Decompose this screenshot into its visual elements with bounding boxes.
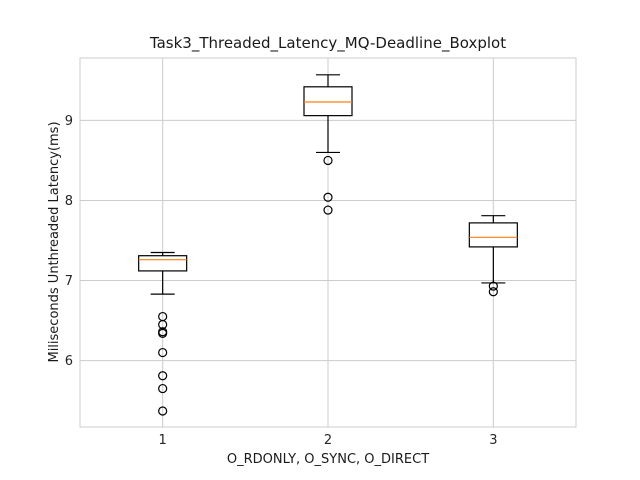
x-tick-label: 1	[159, 433, 167, 448]
y-tick-label: 8	[65, 194, 73, 209]
outlier-point	[158, 328, 168, 338]
y-axis-label: Miliseconds Unthreaded Latency(ms)	[47, 121, 62, 362]
x-tick-label: 3	[489, 433, 497, 448]
box-group-2	[303, 74, 353, 215]
y-tick-label: 9	[65, 114, 73, 129]
outlier-point	[323, 155, 333, 166]
box-group-1	[138, 251, 188, 416]
outlier-point	[158, 371, 168, 381]
box-marks	[138, 74, 518, 416]
iqr-box	[303, 86, 353, 117]
x-axis-label: O_RDONLY, O_SYNC, O_DIRECT	[227, 452, 429, 467]
tick-labels: 6 7 8 9 1 2 3	[65, 114, 498, 448]
outlier-point	[323, 192, 333, 202]
y-tick-label: 7	[65, 274, 73, 289]
iqr-box	[138, 255, 188, 272]
outlier-point	[158, 406, 168, 416]
x-tick-label: 2	[324, 433, 332, 448]
plot-frame	[79, 57, 577, 428]
outlier-point	[488, 287, 498, 297]
outlier-point	[158, 319, 168, 330]
iqr-box	[468, 222, 518, 248]
outlier-point	[488, 281, 498, 291]
outlier-point	[158, 347, 168, 358]
outlier-point	[158, 383, 168, 394]
y-tick-label: 6	[65, 354, 73, 369]
outlier-point	[323, 205, 333, 215]
box-group-3	[468, 215, 518, 297]
chart-title: Task3_Threaded_Latency_MQ-Deadline_Boxpl…	[149, 34, 506, 53]
